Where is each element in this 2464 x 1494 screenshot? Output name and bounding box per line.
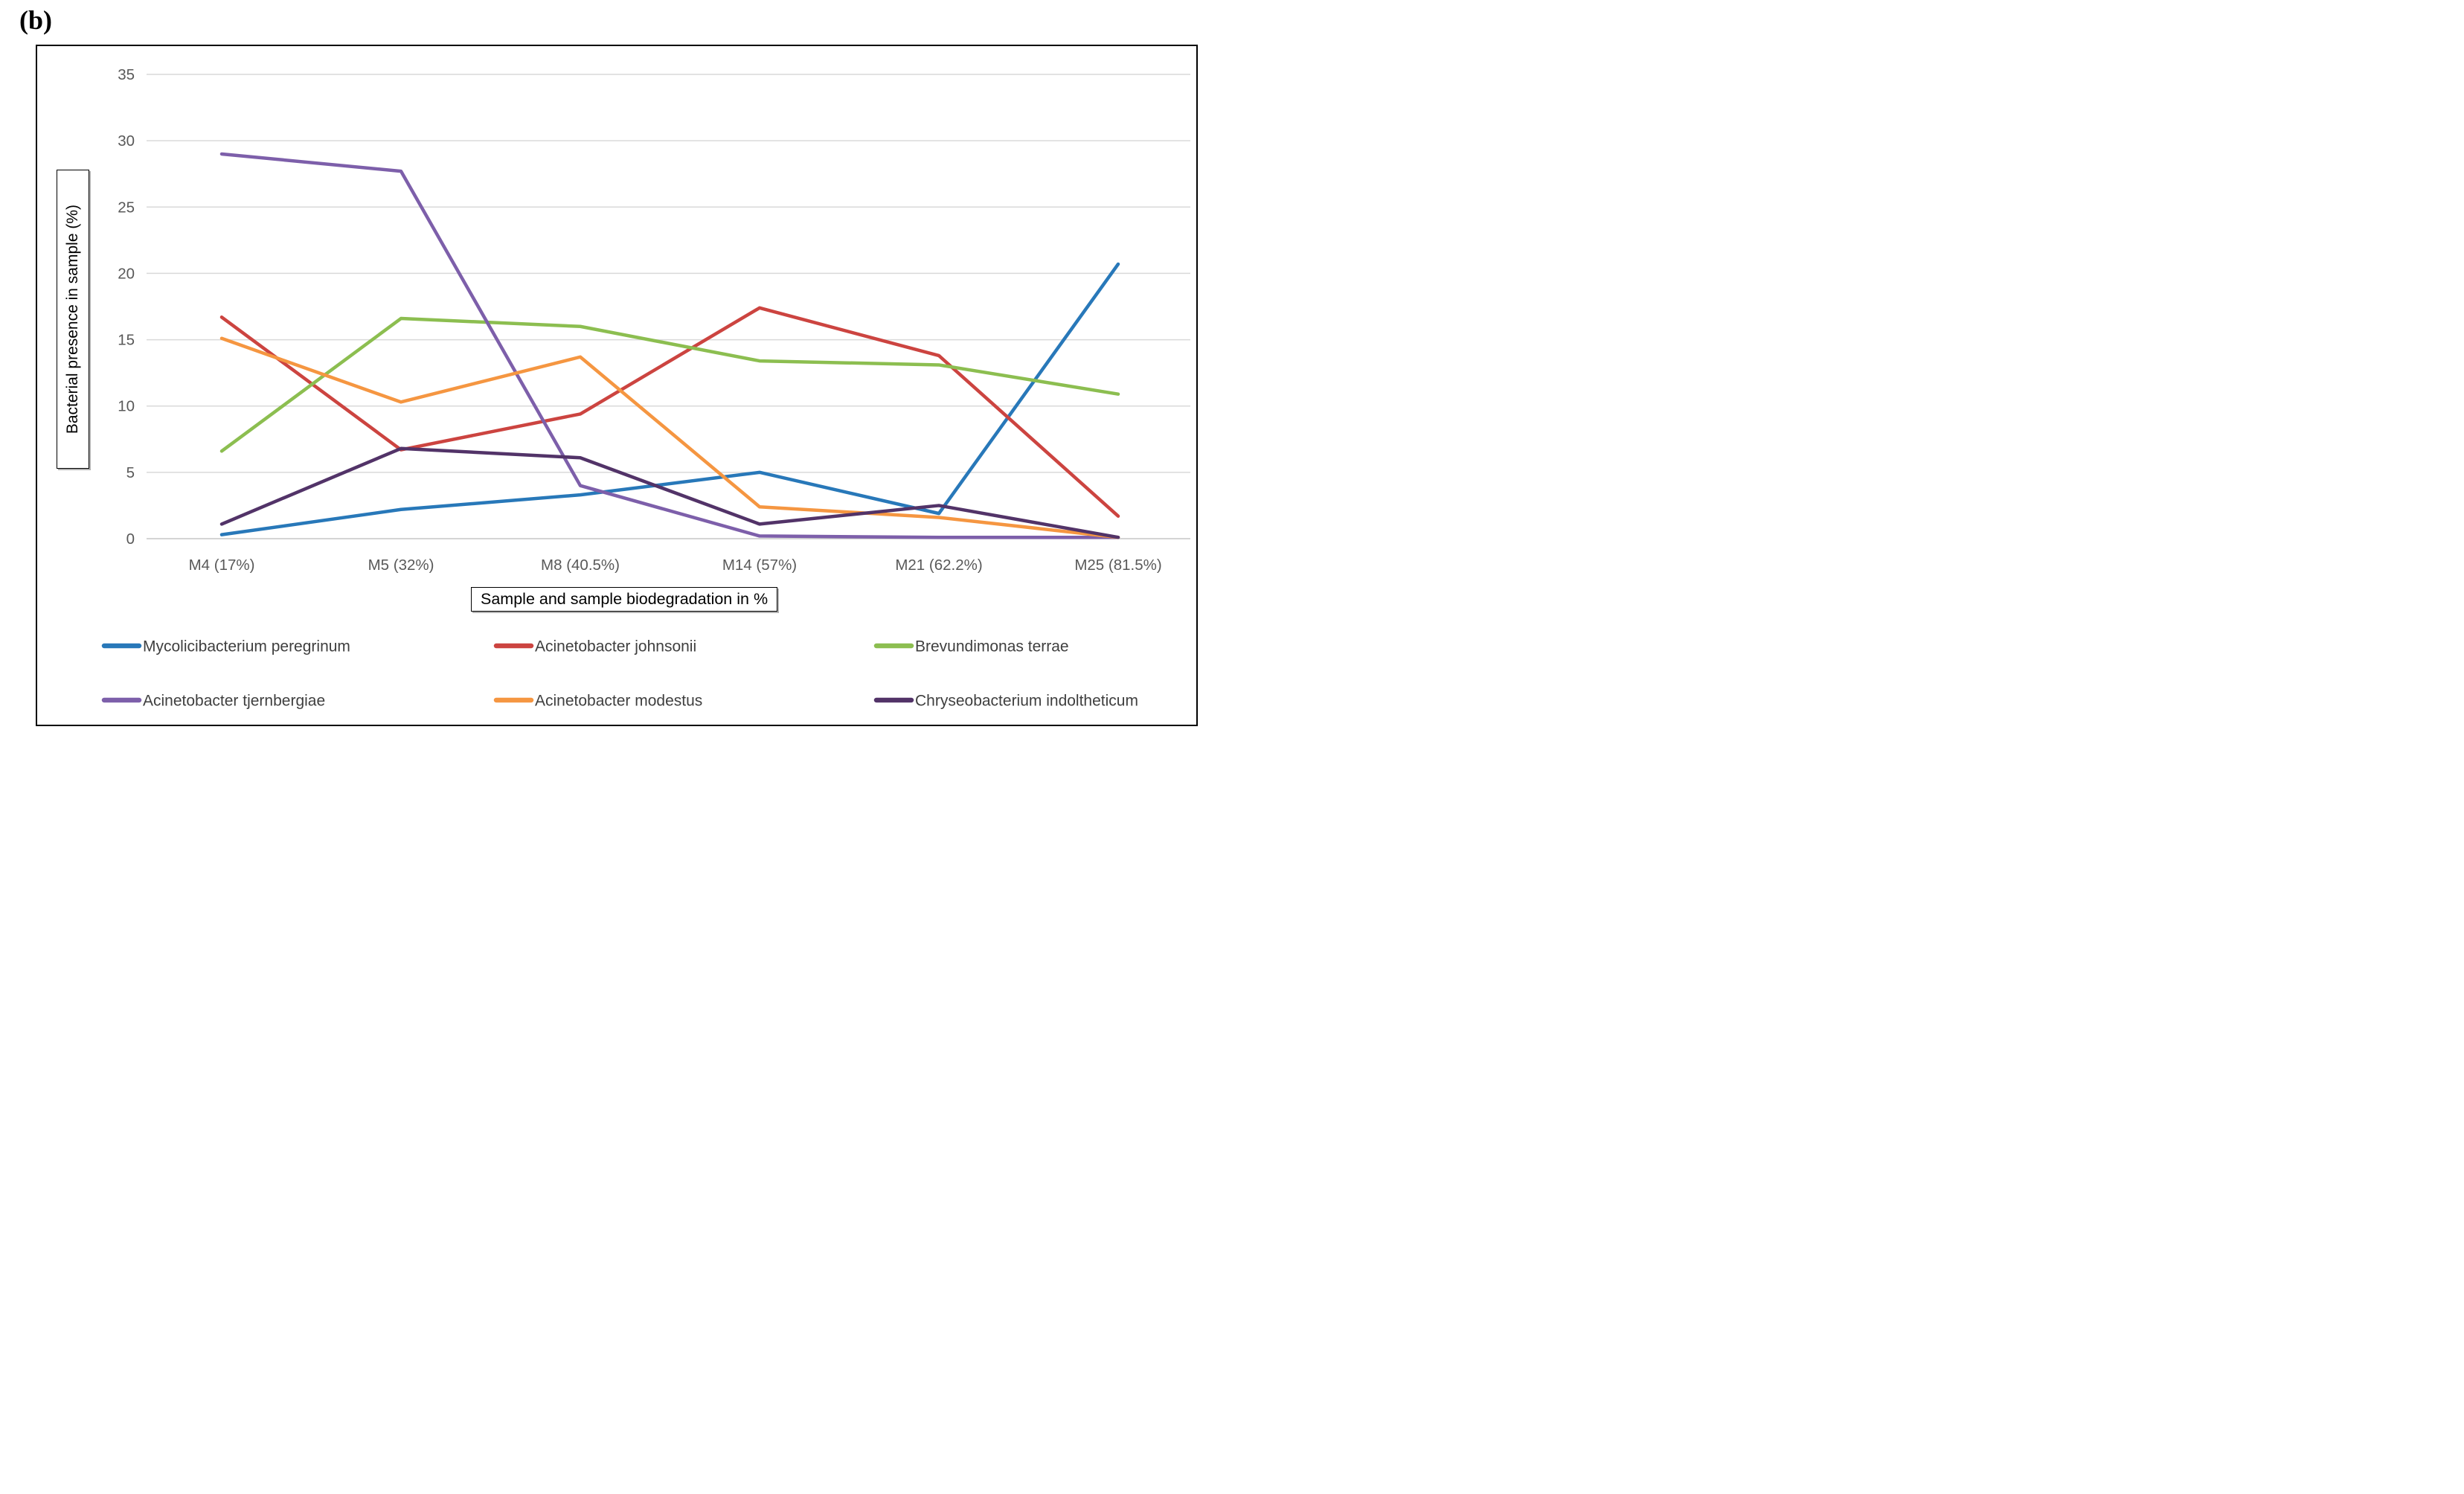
legend-label: Mycolicibacterium peregrinum xyxy=(143,638,350,655)
x-tick-label: M4 (17%) xyxy=(189,557,255,574)
legend-label: Chryseobacterium indoltheticum xyxy=(915,693,1138,710)
series-line-acinetobacter-johnsonii xyxy=(219,306,1120,518)
series-line-acinetobacter-modestus xyxy=(219,336,1120,539)
x-tick-label: M25 (81.5%) xyxy=(1074,557,1161,574)
y-tick-label: 30 xyxy=(118,132,135,150)
y-tick-label: 5 xyxy=(126,464,135,481)
figure-panel-b: (b) 0 5 10 15 20 25 30 35 M4 (17%) M5 (32%) M8 (40… xyxy=(0,0,1232,747)
y-tick-label: 35 xyxy=(118,66,135,83)
legend-label: Brevundimonas terrae xyxy=(915,638,1069,655)
series-line-mycolicibacterium-peregrinum xyxy=(219,262,1120,536)
y-axis-title-box: Bacterial presence in sample (%) xyxy=(57,170,89,469)
series-line-acinetobacter-tjernbergiae xyxy=(219,152,1120,539)
x-tick-label: M14 (57%) xyxy=(722,557,797,574)
y-tick-label: 0 xyxy=(126,530,135,548)
y-tick-label: 25 xyxy=(118,199,135,216)
x-tick-label: M8 (40.5%) xyxy=(541,557,620,574)
x-tick-label: M21 (62.2%) xyxy=(895,557,982,574)
y-tick-label: 20 xyxy=(118,265,135,282)
figure-label: (b) xyxy=(19,5,52,35)
y-tick-label: 15 xyxy=(118,332,135,349)
y-tick-label: 10 xyxy=(118,398,135,415)
series-line-brevundimonas-terrae xyxy=(219,316,1120,453)
x-axis-title: Sample and sample biodegradation in % xyxy=(481,590,769,608)
series-line-chryseobacterium-indoltheticum xyxy=(219,446,1120,539)
line-chart-canvas: 0 5 10 15 20 25 30 35 M4 (17%) M5 (32%) M8 (40.5%)… xyxy=(101,66,1190,710)
legend-label: Acinetobacter modestus xyxy=(535,693,702,710)
y-axis-title: Bacterial presence in sample (%) xyxy=(64,204,81,435)
legend-label: Acinetobacter johnsonii xyxy=(535,638,696,655)
x-axis-title-box: Sample and sample biodegradation in % xyxy=(471,587,778,612)
x-tick-label: M5 (32%) xyxy=(368,557,434,574)
legend-label: Acinetobacter tjernbergiae xyxy=(143,693,325,710)
chart-border-frame: 0 5 10 15 20 25 30 35 M4 (17%) M5 (32%) M8 (40.5%)… xyxy=(36,45,1198,726)
